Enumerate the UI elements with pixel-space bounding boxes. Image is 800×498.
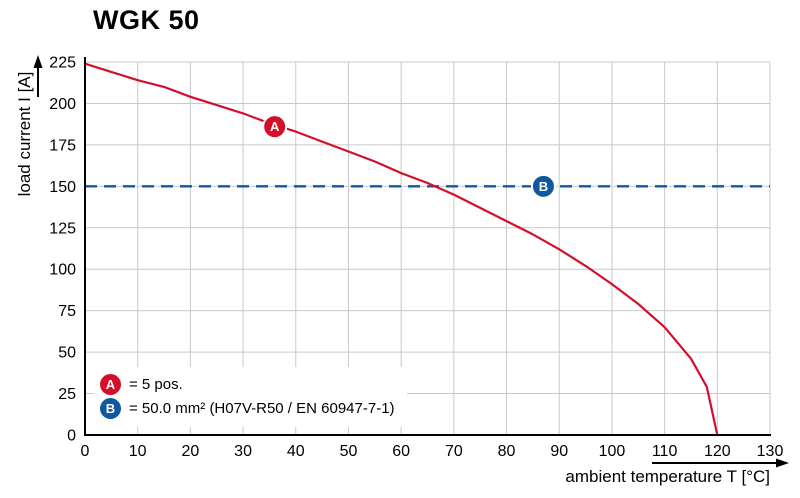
y-tick-label: 25 [58, 386, 76, 403]
legend-marker-b-icon: B [100, 398, 121, 419]
y-tick-label: 100 [49, 262, 76, 279]
marker-B-icon [530, 173, 556, 199]
legend-item-a: A = 5 pos. [100, 374, 395, 395]
x-tick-label: 80 [498, 443, 516, 460]
x-tick-label: 120 [704, 443, 731, 460]
y-axis-arrow-icon [33, 55, 43, 68]
x-tick-label: 40 [287, 443, 305, 460]
legend-item-b: B = 50.0 mm² (H07V-R50 / EN 60947-7-1) [100, 398, 395, 419]
x-tick-label: 10 [129, 443, 147, 460]
x-tick-label: 130 [757, 443, 784, 460]
x-tick-label: 100 [599, 443, 626, 460]
y-tick-label: 125 [49, 220, 76, 237]
chart-title: WGK 50 [93, 5, 200, 35]
legend: A = 5 pos. B = 50.0 mm² (H07V-R50 / EN 6… [94, 367, 407, 427]
x-tick-label: 60 [392, 443, 410, 460]
y-tick-label: 0 [67, 428, 76, 445]
y-tick-label: 175 [49, 137, 76, 154]
series-curve-A [83, 62, 719, 437]
x-tick-label: 70 [445, 443, 463, 460]
marker-B-label: B [539, 179, 548, 194]
y-axis-label: load current I [A] [15, 71, 34, 197]
x-axis-label: ambient temperature T [°C] [565, 467, 770, 486]
y-tick-label: 50 [58, 345, 76, 362]
y-tick-label: 75 [58, 303, 76, 320]
legend-item-b-label: = 50.0 mm² (H07V-R50 / EN 60947-7-1) [129, 400, 395, 417]
y-tick-label: 200 [49, 96, 76, 113]
marker-A-label: A [270, 119, 280, 134]
x-tick-label: 0 [81, 443, 90, 460]
y-tick-label: 150 [49, 179, 76, 196]
legend-item-a-label: = 5 pos. [129, 376, 183, 393]
x-tick-label: 30 [234, 443, 252, 460]
x-tick-label: 90 [550, 443, 568, 460]
x-tick-label: 20 [181, 443, 199, 460]
legend-marker-a-icon: A [100, 374, 121, 395]
y-tick-label: 225 [49, 55, 76, 72]
x-tick-label: 50 [340, 443, 358, 460]
x-axis-arrow-icon [776, 458, 789, 468]
marker-A-icon [262, 114, 288, 140]
x-tick-label: 110 [652, 443, 678, 460]
